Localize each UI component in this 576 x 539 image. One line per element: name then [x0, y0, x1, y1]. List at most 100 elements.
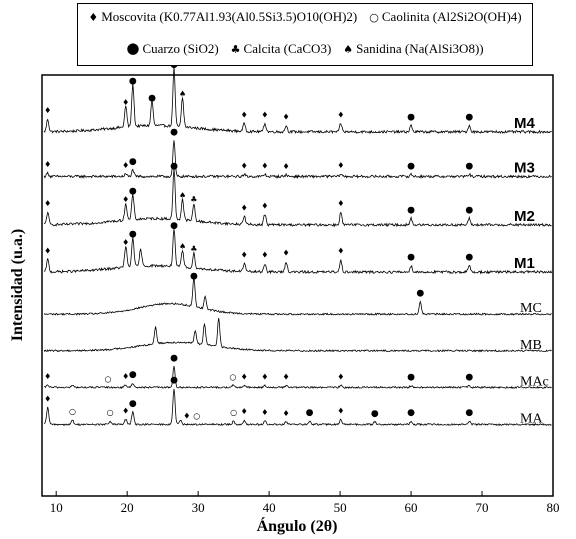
x-tick-label: 20 [121, 500, 134, 515]
peak-marker-icon: ● [129, 157, 137, 167]
sample-label-mac: MAc [520, 374, 549, 389]
legend-row1-item-1: ○ Caolinita (Al2Si2O(OH)4) [369, 9, 521, 25]
x-tick-label: 60 [405, 500, 418, 515]
sample-label-m3: M3 [514, 159, 535, 176]
marker-layer: ♦♦●●●♠♦♦♦♦●●♦♦●●♦♦♦♦●●♦♦●●♠♣♦♦♦●●♦♦●●♠♣♦… [44, 60, 473, 421]
sample-label-ma: MA [520, 411, 543, 426]
peak-marker-icon: ● [407, 253, 415, 263]
peak-marker-icon: ♦ [261, 408, 268, 417]
series-line-m4 [43, 66, 552, 135]
y-axis-title: Intensidad (u.a.) [9, 229, 26, 341]
peak-marker-icon: ♦ [241, 161, 248, 170]
peak-marker-icon: ♦ [122, 98, 129, 107]
peak-marker-icon: ● [129, 230, 137, 240]
peak-marker-icon: ● [170, 221, 178, 231]
sample-label-m4: M4 [514, 115, 535, 132]
peak-marker-icon: ♦ [337, 110, 344, 119]
sample-labels: M4 M3 M2 M1 MC MB MAc MA [514, 115, 549, 427]
peak-marker-icon: ● [129, 77, 137, 87]
peak-marker-icon: ♦ [241, 372, 248, 381]
peak-marker-icon: ♦ [44, 199, 51, 208]
legend: ♦ Moscovita (K0.77Al1.93(Al0.5Si3.5)O10(O… [77, 3, 533, 66]
peak-marker-icon: ● [129, 187, 137, 197]
series-layer [43, 66, 552, 427]
peak-marker-icon: ♦ [261, 110, 268, 119]
legend-row-2: ● Cuarzo (SiO2) ♣ Calcita (CaCO3) ♠ Sanidina … [78, 39, 532, 57]
plot-frame [41, 74, 554, 497]
sample-label-m1: M1 [514, 255, 535, 272]
x-tick-label: 70 [476, 500, 489, 515]
sample-label-mb: MB [520, 338, 542, 353]
peak-marker-icon: ♦ [44, 106, 51, 115]
peak-marker-icon: ○ [193, 411, 200, 420]
peak-marker-icon: ♦ [337, 246, 344, 255]
peak-marker-icon: ● [148, 94, 156, 104]
peak-marker-icon: ♠ [179, 89, 186, 98]
legend-symbol-icon: ♣ [230, 43, 241, 56]
legend-text: Sanidina (Na(AlSi3O8)) [356, 41, 484, 56]
peak-marker-icon: ● [190, 272, 198, 282]
peak-marker-icon: ♦ [283, 409, 290, 418]
x-tick-label: 40 [263, 500, 276, 515]
peak-marker-icon: ● [465, 113, 473, 123]
legend-text: Moscovita (K0.77Al1.93(Al0.5Si3.5)O10(OH… [101, 9, 358, 24]
peak-marker-icon: ● [465, 373, 473, 383]
peak-marker-icon: ● [306, 408, 314, 418]
sample-label-m2: M2 [514, 208, 535, 225]
legend-symbol-icon: ♦ [88, 11, 99, 24]
peak-marker-icon: ● [371, 409, 379, 419]
peak-marker-icon: ♦ [44, 246, 51, 255]
peak-marker-icon: ♣ [190, 244, 197, 253]
peak-marker-icon: ● [416, 288, 424, 298]
peak-marker-icon: ● [407, 373, 415, 383]
peak-marker-icon: ♦ [261, 251, 268, 260]
peak-marker-icon: ♠ [179, 191, 186, 200]
peak-marker-icon: ● [465, 206, 473, 216]
x-tick-label: 80 [547, 500, 560, 515]
legend-symbol-icon: ♠ [343, 43, 354, 56]
peak-marker-icon: ♦ [337, 372, 344, 381]
legend-text: Calcita (CaCO3) [243, 41, 332, 56]
peak-marker-icon: ○ [107, 408, 114, 417]
x-axis-ticks: 10 20 30 40 50 60 70 80 [50, 491, 560, 515]
series-line-mac [44, 366, 552, 390]
peak-marker-icon: ♦ [241, 251, 248, 260]
peak-marker-icon: ● [170, 353, 178, 363]
peak-marker-icon: ♦ [122, 161, 129, 170]
peak-marker-icon: ♦ [44, 160, 51, 169]
peak-marker-icon: ♦ [283, 249, 290, 258]
legend-symbol-icon: ○ [369, 11, 379, 24]
peak-marker-icon: ♦ [337, 161, 344, 170]
peak-marker-icon: ● [407, 408, 415, 418]
peak-marker-icon: ○ [230, 408, 237, 417]
peak-marker-icon: ♦ [241, 407, 248, 416]
series-line-mb [43, 317, 552, 353]
series-line-m2 [43, 168, 552, 228]
x-axis-title: Ángulo (2θ) [257, 516, 338, 535]
peak-marker-icon: ○ [229, 372, 236, 381]
peak-marker-icon: ♦ [122, 372, 129, 381]
peak-marker-icon: ♦ [283, 162, 290, 171]
peak-marker-icon: ♦ [241, 110, 248, 119]
legend-row2-item-1: ♣ Calcita (CaCO3) [231, 41, 332, 57]
peak-marker-icon: ♦ [44, 395, 51, 404]
series-line-ma [43, 388, 552, 427]
peak-marker-icon: ♦ [241, 203, 248, 212]
peak-marker-icon: ♦ [261, 372, 268, 381]
legend-symbol-icon: ● [126, 39, 140, 57]
sample-label-mc: MC [520, 301, 542, 316]
peak-marker-icon: ♦ [261, 161, 268, 170]
x-tick-label: 50 [334, 500, 347, 515]
peak-marker-icon: ♣ [190, 195, 197, 204]
x-tick-label: 10 [50, 500, 63, 515]
peak-marker-icon: ● [170, 376, 178, 386]
peak-marker-icon: ♦ [337, 199, 344, 208]
legend-row1-item-0: ♦ Moscovita (K0.77Al1.93(Al0.5Si3.5)O10(O… [88, 9, 357, 25]
x-tick-label: 30 [192, 500, 205, 515]
legend-row2-item-2: ♠ Sanidina (Na(AlSi3O8)) [343, 41, 483, 57]
peak-marker-icon: ○ [105, 374, 112, 383]
peak-marker-icon: ♠ [179, 242, 186, 251]
peak-marker-icon: ● [407, 161, 415, 171]
peak-marker-icon: ♦ [44, 372, 51, 381]
